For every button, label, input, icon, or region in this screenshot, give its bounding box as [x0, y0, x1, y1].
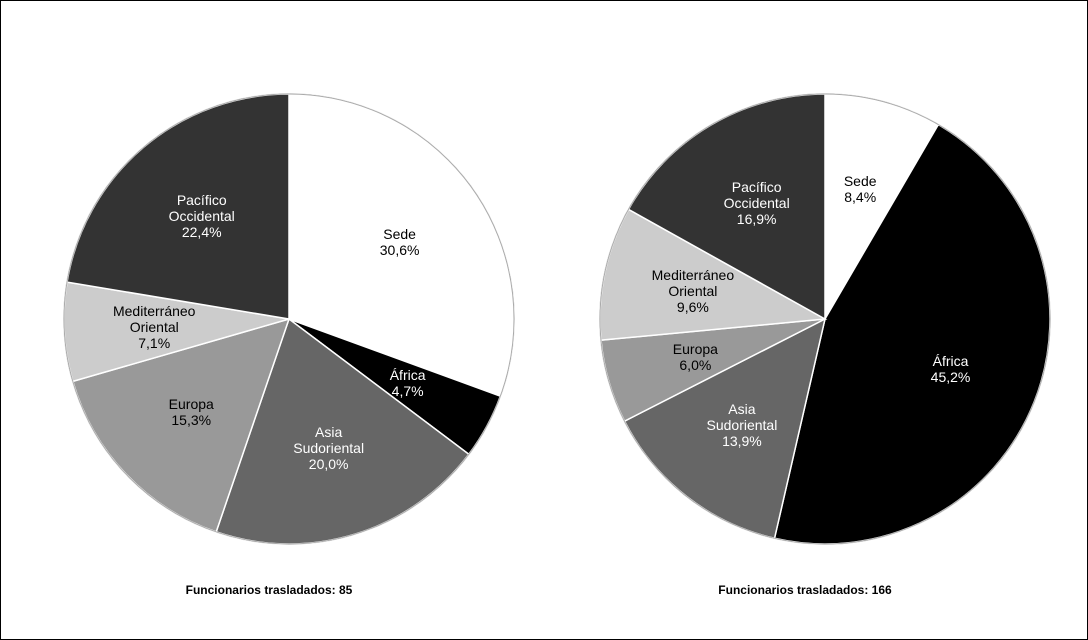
slice-label: Pacífico Occidental 16,9% [709, 179, 805, 227]
slice-label: Europa 15,3% [143, 396, 239, 428]
slice-label: Mediterráneo Oriental 7,1% [106, 303, 202, 351]
slice-label: Sede 8,4% [812, 173, 908, 205]
chart-title: Funcionarios trasladados: 166 [718, 583, 892, 597]
value-label: 7,1% [138, 334, 171, 351]
category-label: Europa [672, 340, 718, 357]
chart-title: Funcionarios trasladados: 85 [185, 583, 353, 597]
slice-label: Sede 30,6% [352, 226, 448, 258]
charts [63, 93, 1051, 545]
slice-label: Mediterráneo Oriental 9,6% [645, 267, 741, 315]
category-label: Mediterráneo Oriental [651, 267, 735, 300]
pie-outline [599, 93, 1051, 545]
value-label: 8,4% [844, 188, 877, 205]
slice-label: Asia Sudoriental 13,9% [694, 401, 790, 449]
value-label: 22,4% [181, 224, 222, 240]
value-label: 45,2% [930, 368, 971, 385]
category-label: Pacífico Occidental [723, 178, 790, 211]
category-label: Asia Sudoriental [293, 424, 365, 457]
category-label: Europa [168, 396, 214, 413]
value-label: 20,0% [308, 456, 349, 473]
slice-label: Asia Sudoriental 20,0% [281, 424, 377, 472]
slice-label: Europa 6,0% [647, 341, 743, 373]
value-label: 9,6% [676, 299, 709, 316]
pie-outline [63, 93, 515, 545]
category-label: África [932, 352, 969, 369]
category-label: Pacífico Occidental [168, 192, 235, 224]
slice-label: África 4,7% [360, 367, 456, 399]
value-label: 16,9% [736, 210, 777, 227]
category-label: África [389, 367, 426, 384]
category-label: Sede [383, 225, 416, 242]
value-label: 4,7% [391, 383, 424, 400]
category-label: Mediterráneo Oriental [112, 302, 196, 335]
value-label: 30,6% [379, 241, 420, 258]
category-label: Asia Sudoriental [706, 401, 778, 434]
value-label: 6,0% [679, 356, 712, 373]
value-label: 13,9% [722, 433, 762, 450]
slice-label: África 45,2% [903, 353, 999, 385]
category-label: Sede [843, 172, 877, 189]
slice-label: Pacífico Occidental 22,4% [154, 192, 250, 240]
value-label: 15,3% [171, 412, 212, 429]
